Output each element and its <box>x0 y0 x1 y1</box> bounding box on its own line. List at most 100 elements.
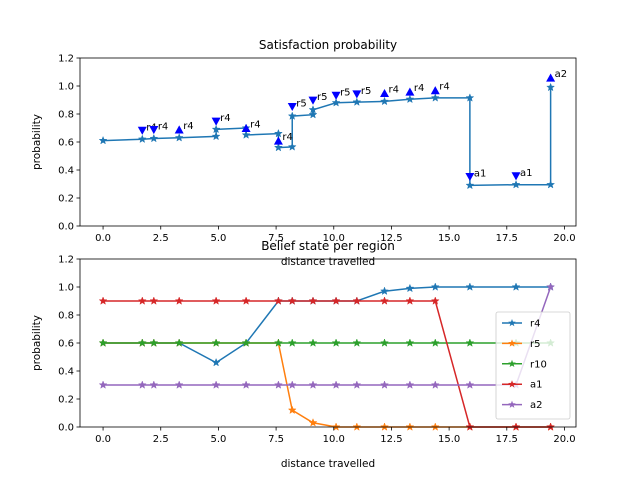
y-tick-label: 1.0 <box>58 283 74 294</box>
y-tick-label: 0.6 <box>58 339 74 350</box>
a2-point <box>211 380 221 389</box>
a2-point <box>465 380 475 389</box>
legend-label-a2: a2 <box>530 400 543 411</box>
a1-point <box>174 296 184 305</box>
r4-point <box>211 357 221 367</box>
a1-point <box>352 296 362 305</box>
legend-marker-a2 <box>508 400 516 408</box>
series-point <box>287 142 297 151</box>
x-tick-label: 20.0 <box>553 434 575 445</box>
legend-marker-r4 <box>508 319 516 327</box>
legend-marker-r5 <box>508 339 516 347</box>
annotation-marker <box>380 88 390 98</box>
annotation-marker <box>241 123 251 133</box>
x-tick-label: 20.0 <box>553 233 575 244</box>
series-point <box>511 179 521 189</box>
r10-point <box>430 338 440 347</box>
bottom-x-axis-label: distance travelled <box>281 458 375 470</box>
x-tick-label: 17.5 <box>496 233 518 244</box>
belief-chart: Belief state per region distance travell… <box>31 239 577 470</box>
y-tick-label: 1.2 <box>58 255 74 266</box>
series-point <box>98 135 108 145</box>
annotation-label: r5 <box>317 92 327 103</box>
annotation-label: r5 <box>361 86 371 97</box>
annotation-label: a1 <box>520 168 533 179</box>
annotation-marker <box>273 136 283 145</box>
r10-point <box>331 338 341 347</box>
annotation-marker <box>137 126 147 135</box>
a1-point <box>287 296 297 305</box>
annotation-label: r4 <box>439 82 449 93</box>
x-tick-label: 7.5 <box>268 233 284 244</box>
a1-point <box>137 296 147 305</box>
series-point <box>287 111 297 120</box>
y-tick-label: 0.0 <box>58 423 74 434</box>
r5-point <box>308 418 318 427</box>
r10-point <box>273 338 283 347</box>
a1-point <box>149 296 159 305</box>
a1-point <box>211 296 221 305</box>
y-tick-label: 0.4 <box>58 166 74 177</box>
legend-label-r10: r10 <box>530 359 547 370</box>
x-tick-label: 5.0 <box>210 434 226 445</box>
annotation-marker <box>331 91 341 100</box>
r10-point <box>149 338 159 347</box>
r10-point <box>380 338 390 347</box>
legend-marker-a1 <box>508 380 516 388</box>
series-point <box>211 131 221 141</box>
y-tick-label: 0.4 <box>58 367 74 378</box>
series-point <box>149 133 159 143</box>
a1-point <box>380 296 390 305</box>
x-tick-label: 10.0 <box>323 434 345 445</box>
x-tick-label: 17.5 <box>496 434 518 445</box>
annotation-marker <box>149 126 159 135</box>
top-y-axis-label: probability <box>31 114 43 170</box>
a2-point <box>546 282 556 291</box>
legend-box <box>495 311 571 420</box>
x-tick-label: 0.0 <box>95 233 111 244</box>
series-point <box>546 82 556 92</box>
annotation-label: a2 <box>555 69 568 80</box>
legend-label-r4: r4 <box>530 319 540 330</box>
a2-point <box>430 380 440 389</box>
annotation-label: r4 <box>414 83 424 94</box>
annotation-label: r5 <box>296 99 306 110</box>
top-x-axis-label: distance travelled <box>281 256 375 268</box>
x-tick-label: 2.5 <box>153 434 169 445</box>
a2-point <box>287 380 297 389</box>
annotation-label: r4 <box>250 120 260 131</box>
a1-point <box>273 296 283 305</box>
y-tick-label: 0.8 <box>58 311 74 322</box>
y-tick-label: 1.0 <box>58 82 74 93</box>
series-point <box>308 105 318 114</box>
series-point <box>174 133 184 142</box>
annotation-marker <box>352 90 362 99</box>
annotation-label: a1 <box>474 169 487 180</box>
y-tick-label: 0.0 <box>58 222 74 233</box>
legend-label-a1: a1 <box>530 380 543 391</box>
a2-point <box>405 380 415 389</box>
x-tick-label: 12.5 <box>380 434 402 445</box>
r10-point <box>308 338 318 347</box>
x-tick-label: 2.5 <box>153 233 169 244</box>
r10-point <box>241 338 251 347</box>
annotation-marker <box>174 125 184 134</box>
legend-label-r5: r5 <box>530 339 540 350</box>
x-tick-label: 7.5 <box>268 434 284 445</box>
legend-marker-r10 <box>508 359 516 368</box>
a2-point <box>149 380 159 389</box>
y-tick-label: 0.8 <box>58 110 74 121</box>
r10-point <box>174 338 184 347</box>
r4-point <box>511 282 521 291</box>
r5-point <box>287 405 297 415</box>
series-point <box>331 98 341 107</box>
x-tick-label: 10.0 <box>323 233 345 244</box>
a2-point <box>137 380 147 389</box>
a1-point <box>308 296 318 305</box>
r10-point <box>137 338 147 347</box>
r10-point <box>352 338 362 347</box>
series-point <box>465 180 475 190</box>
a1-point <box>405 296 415 305</box>
a2-point <box>273 380 283 389</box>
series-point <box>308 109 318 119</box>
